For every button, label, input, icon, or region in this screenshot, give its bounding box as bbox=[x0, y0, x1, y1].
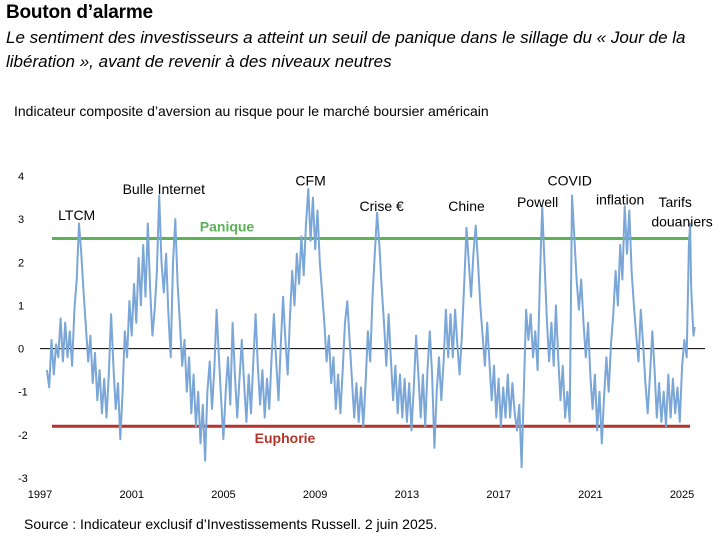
annotation-label: Bulle Internet bbox=[123, 181, 206, 197]
threshold-labels: Panique Euphorie bbox=[200, 219, 316, 447]
annotation-label: LTCM bbox=[58, 207, 95, 223]
x-tick-label: 2009 bbox=[303, 489, 327, 501]
x-axis-ticks: 1997 2001 2005 2009 2013 2017 2021 2025 bbox=[28, 489, 695, 501]
y-tick-label: -3 bbox=[18, 473, 28, 485]
chart-title: Indicateur composite d’aversion au risqu… bbox=[14, 103, 489, 119]
y-tick-label: 3 bbox=[18, 214, 24, 226]
x-tick-label: 2001 bbox=[119, 489, 143, 501]
y-tick-label: -1 bbox=[18, 387, 28, 399]
annotation-label: Tarifs bbox=[658, 194, 691, 210]
annotation-label: Powell bbox=[517, 194, 558, 210]
threshold-label-euphorie: Euphorie bbox=[255, 430, 316, 446]
annotation-label: Crise € bbox=[359, 198, 404, 214]
annotation-label: Chine bbox=[448, 198, 485, 214]
x-tick-label: 2013 bbox=[395, 489, 419, 501]
y-tick-label: 1 bbox=[18, 300, 24, 312]
event-annotations: LTCM Bulle Internet CFM Crise € Chine Powell C… bbox=[58, 172, 713, 229]
page-title: Bouton d’alarme bbox=[6, 2, 153, 23]
annotation-label: COVID bbox=[548, 172, 592, 188]
series-line bbox=[45, 187, 696, 469]
y-tick-label: 2 bbox=[18, 257, 24, 269]
page-subtitle: Le sentiment des investisseurs a atteint… bbox=[6, 28, 686, 71]
x-tick-label: 2005 bbox=[211, 489, 235, 501]
annotation-label: CFM bbox=[295, 172, 325, 188]
annotation-label: inflation bbox=[596, 192, 644, 208]
series-layer bbox=[45, 187, 696, 469]
annotation-label: douaniers bbox=[651, 213, 713, 229]
y-tick-label: 0 bbox=[18, 344, 24, 356]
x-tick-label: 2017 bbox=[486, 489, 510, 501]
y-axis-ticks: 4 3 2 1 0 -1 -2 -3 bbox=[18, 171, 28, 485]
source-note: Source : Indicateur exclusif d’Investiss… bbox=[24, 516, 438, 532]
y-tick-label: 4 bbox=[18, 171, 24, 183]
threshold-label-panique: Panique bbox=[200, 219, 255, 235]
x-tick-label: 2025 bbox=[670, 489, 694, 501]
y-tick-label: -2 bbox=[18, 430, 28, 442]
x-tick-label: 2021 bbox=[578, 489, 602, 501]
x-tick-label: 1997 bbox=[28, 489, 52, 501]
